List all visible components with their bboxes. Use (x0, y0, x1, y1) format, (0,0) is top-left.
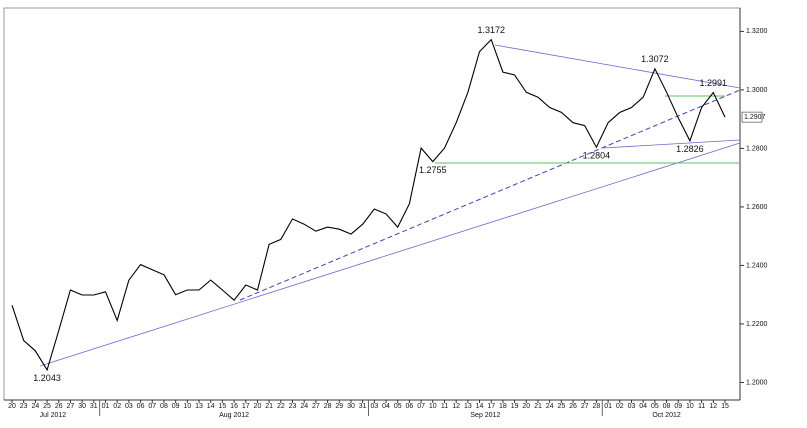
y-tick-label: 1.2400 (746, 262, 768, 269)
plot-frame (3, 7, 741, 401)
x-tick-label: 22 (277, 403, 285, 410)
x-tick-label: 15 (721, 403, 729, 410)
x-tick-label: 27 (581, 403, 589, 410)
x-tick-label: 10 (429, 403, 437, 410)
support-line (39, 142, 741, 367)
y-tick-label: 1.3200 (746, 28, 768, 35)
x-tick-label: 17 (487, 403, 495, 410)
x-tick-label: 09 (172, 403, 180, 410)
month-label: Jul 2012 (40, 412, 67, 419)
x-tick-label: 02 (616, 403, 624, 410)
x-tick-label: 08 (663, 403, 671, 410)
x-tick-label: 14 (207, 403, 215, 410)
x-tick-label: 05 (394, 403, 402, 410)
x-tick-label: 03 (370, 403, 378, 410)
x-tick-label: 07 (148, 403, 156, 410)
x-tick-label: 19 (511, 403, 519, 410)
price-line (11, 38, 726, 372)
x-tick-label: 13 (195, 403, 203, 410)
level-label: 1.2755 (419, 165, 447, 175)
x-tick-label: 09 (674, 403, 682, 410)
y-tick-label: 1.2800 (746, 145, 768, 152)
x-tick-label: 18 (499, 403, 507, 410)
x-tick-label: 04 (639, 403, 647, 410)
y-tick-label: 1.3000 (746, 87, 768, 94)
x-tick-label: 24 (546, 403, 554, 410)
x-tick-label: 03 (125, 403, 133, 410)
x-tick-label: 26 (569, 403, 577, 410)
x-tick-label: 20 (254, 403, 262, 410)
x-tick-label: 12 (452, 403, 460, 410)
x-tick-label: 28 (593, 403, 601, 410)
month-label: Oct 2012 (652, 412, 681, 419)
x-tick-label: 15 (218, 403, 226, 410)
x-tick-label: 05 (651, 403, 659, 410)
dashed-trendline (239, 89, 741, 301)
x-tick-label: 21 (265, 403, 273, 410)
x-tick-label: 30 (347, 403, 355, 410)
resistance-line (494, 44, 741, 89)
last-price-box (741, 111, 763, 123)
x-tick-label: 07 (417, 403, 425, 410)
last-price-label: 1.2907 (744, 114, 766, 121)
x-tick-label: 24 (300, 403, 308, 410)
x-tick-label: 31 (90, 403, 98, 410)
y-tick-label: 1.2000 (746, 379, 768, 386)
x-tick-label: 11 (441, 403, 448, 410)
x-tick-label: 27 (312, 403, 320, 410)
x-tick-label: 03 (628, 403, 636, 410)
x-tick-label: 29 (335, 403, 343, 410)
month-label: Sep 2012 (470, 412, 500, 419)
level-label: 1.3172 (477, 25, 505, 35)
x-tick-label: 20 (8, 403, 16, 410)
x-tick-label: 10 (686, 403, 694, 410)
month-label: Aug 2012 (219, 412, 249, 419)
level-label: 1.2804 (583, 151, 611, 161)
x-tick-label: 20 (522, 403, 530, 410)
channel-line (602, 139, 741, 149)
y-tick-label: 1.2200 (746, 321, 768, 328)
x-tick-label: 25 (43, 403, 51, 410)
x-tick-label: 08 (160, 403, 168, 410)
x-tick-label: 28 (324, 403, 332, 410)
x-tick-label: 04 (382, 403, 390, 410)
x-tick-label: 16 (230, 403, 238, 410)
x-tick-label: 30 (78, 403, 86, 410)
x-tick-label: 17 (242, 403, 250, 410)
x-tick-label: 06 (137, 403, 145, 410)
trendlines (39, 44, 741, 367)
x-tick-label: 31 (359, 403, 367, 410)
level-label: 1.2991 (700, 78, 728, 88)
x-tick-label: 10 (183, 403, 191, 410)
x-tick-label: 26 (55, 403, 63, 410)
x-tick-label: 24 (31, 403, 39, 410)
level-label: 1.3072 (641, 54, 669, 64)
x-tick-label: 06 (406, 403, 414, 410)
x-tick-label: 01 (604, 403, 612, 410)
x-tick-label: 27 (67, 403, 75, 410)
level-label: 1.2826 (676, 144, 704, 154)
x-tick-label: 11 (698, 403, 705, 410)
x-tick-label: 14 (476, 403, 484, 410)
y-tick-label: 1.2600 (746, 204, 768, 211)
x-tick-label: 01 (102, 403, 110, 410)
x-tick-label: 02 (113, 403, 121, 410)
x-tick-label: 12 (709, 403, 717, 410)
level-label: 1.2043 (33, 373, 61, 383)
x-tick-label: 25 (557, 403, 565, 410)
x-tick-label: 21 (534, 403, 542, 410)
x-tick-label: 23 (20, 403, 28, 410)
x-tick-label: 23 (289, 403, 297, 410)
x-tick-label: 13 (464, 403, 472, 410)
